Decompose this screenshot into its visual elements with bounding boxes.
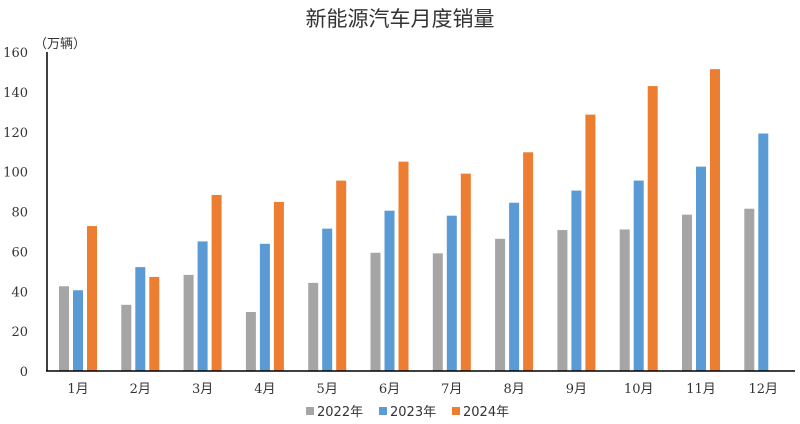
bar-2024年: [149, 276, 160, 371]
bar-2023年: [259, 243, 270, 371]
legend-label: 2022年: [317, 405, 363, 420]
x-tick-label: 8月: [503, 382, 524, 397]
bar-2022年: [308, 282, 319, 371]
x-tick-label: 4月: [254, 382, 275, 397]
bar-group: [121, 267, 160, 371]
bar-2022年: [183, 274, 194, 371]
x-tick-label: 12月: [749, 382, 779, 397]
y-tick-label: 20: [11, 325, 28, 340]
legend-swatch: [306, 407, 314, 415]
y-tick-label: 160: [3, 46, 28, 61]
legend-item: 2024年: [452, 405, 509, 420]
bar-2024年: [523, 152, 534, 371]
y-tick-label: 140: [3, 86, 28, 101]
bar-2023年: [633, 180, 644, 371]
x-tick-label: 2月: [130, 382, 151, 397]
bar-2023年: [197, 241, 208, 371]
bar-2023年: [135, 267, 146, 371]
bar-2024年: [398, 161, 409, 371]
bar-2022年: [744, 208, 755, 371]
bar-2024年: [585, 114, 596, 371]
bar-group: [245, 201, 284, 371]
bar-2024年: [336, 180, 347, 371]
y-tick-label: 40: [11, 285, 28, 300]
x-tick-label: 1月: [67, 382, 88, 397]
chart-title: 新能源汽车月度销量: [306, 7, 495, 31]
bar-2022年: [557, 230, 568, 371]
bar-group: [495, 152, 534, 371]
x-tick-label: 11月: [686, 382, 716, 397]
bar-2024年: [211, 194, 222, 371]
bar-2024年: [273, 201, 284, 371]
bar-2023年: [446, 215, 457, 371]
y-tick-label: 80: [11, 206, 28, 221]
bar-group: [682, 69, 720, 372]
bar-group: [59, 226, 97, 371]
legend-swatch: [452, 407, 460, 415]
bar-2023年: [384, 210, 395, 371]
x-tick-label: 10月: [624, 382, 654, 397]
bar-2024年: [647, 86, 658, 371]
bar-group: [370, 161, 409, 371]
bar-2022年: [432, 253, 443, 371]
bar-2022年: [619, 229, 630, 371]
legend: 2022年 2023年 2024年: [306, 405, 509, 420]
legend-label: 2024年: [463, 405, 509, 420]
bar-2023年: [571, 190, 582, 371]
legend-swatch: [379, 407, 387, 415]
bar-2022年: [245, 311, 256, 371]
bar-2022年: [121, 304, 132, 371]
bar-2024年: [460, 173, 471, 371]
x-tick-label: 9月: [566, 382, 587, 397]
bar-2022年: [682, 214, 692, 371]
y-tick-label: 100: [3, 166, 28, 181]
bar-group: [557, 114, 596, 371]
bar-group: [619, 86, 658, 371]
bar-2022年: [495, 238, 506, 371]
bar-2023年: [696, 166, 706, 371]
y-tick-label: 60: [11, 245, 28, 260]
bar-2023年: [322, 228, 333, 371]
bar-2023年: [73, 290, 83, 371]
y-tick-label: 0: [20, 365, 28, 380]
x-tick-label: 3月: [192, 382, 213, 397]
x-tick-label: 7月: [441, 382, 462, 397]
bar-2024年: [87, 226, 97, 371]
bar-group: [183, 194, 222, 371]
x-tick-label: 6月: [379, 382, 400, 397]
bar-2022年: [59, 286, 69, 371]
legend-item: 2022年: [306, 405, 363, 420]
bar-group: [744, 133, 769, 371]
bar-group: [308, 180, 347, 371]
y-tick-label: 120: [3, 126, 28, 141]
bar-group: [432, 173, 471, 371]
legend-item: 2023年: [379, 405, 436, 420]
x-tick-label: 5月: [317, 382, 338, 397]
bar-2023年: [758, 133, 769, 371]
legend-label: 2023年: [390, 405, 436, 420]
bar-2022年: [370, 252, 381, 371]
bar-2024年: [710, 69, 720, 372]
y-axis-unit-label: （万辆）: [34, 37, 86, 52]
bar-2023年: [509, 202, 520, 371]
